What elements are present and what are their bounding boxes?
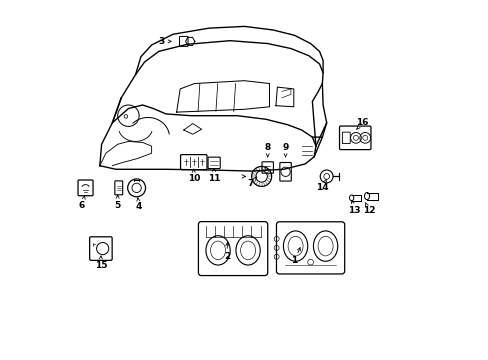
Text: 10: 10 (187, 174, 200, 183)
Text: 4: 4 (136, 202, 142, 211)
Text: 15: 15 (95, 261, 107, 270)
Text: 2: 2 (224, 252, 230, 261)
Text: 9: 9 (282, 143, 288, 152)
Text: 8: 8 (264, 143, 270, 152)
Text: 7: 7 (247, 179, 254, 188)
Text: 12: 12 (362, 206, 374, 215)
Text: 14: 14 (315, 183, 328, 192)
Text: 16: 16 (355, 118, 368, 127)
Text: 1: 1 (291, 256, 297, 265)
Text: 11: 11 (207, 174, 220, 183)
Text: 3: 3 (158, 37, 164, 46)
Text: 13: 13 (347, 206, 360, 215)
Text: 5: 5 (114, 201, 121, 210)
Text: 6: 6 (79, 201, 85, 210)
